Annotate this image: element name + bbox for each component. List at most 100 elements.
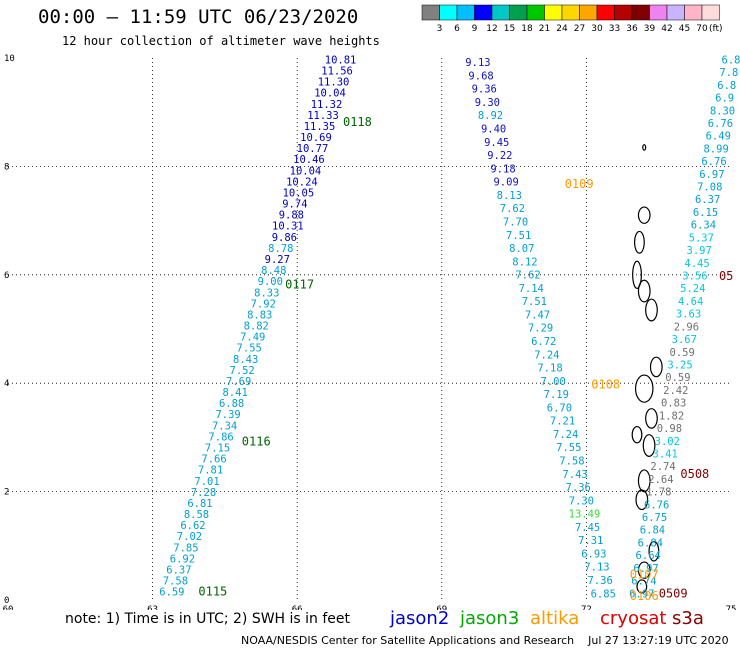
x-tick-label: 66 xyxy=(292,605,303,610)
swh-value: 11.35 xyxy=(304,121,336,133)
swh-value: 6.76 xyxy=(701,156,726,168)
swh-value: 7.18 xyxy=(537,363,562,375)
track-jason2-west: 6.597.586.376.927.857.026.628.586.817.28… xyxy=(159,54,356,598)
swh-value: 4.45 xyxy=(684,258,709,270)
legend-s3a: s3a xyxy=(672,608,704,629)
colorbar-label: 15 xyxy=(504,24,515,34)
swh-value: 8.78 xyxy=(268,243,293,255)
x-tick-label: 75 xyxy=(726,605,737,610)
swh-value: 7.24 xyxy=(534,349,559,361)
swh-value: 3.63 xyxy=(676,309,701,321)
swh-value: 11.32 xyxy=(311,99,343,111)
swh-value: 8.83 xyxy=(247,309,272,321)
island-outline xyxy=(649,356,663,378)
colorbar-label: 12 xyxy=(486,24,497,34)
island-outline xyxy=(637,206,651,224)
x-tick-label: 69 xyxy=(436,605,447,610)
swh-value: 6.81 xyxy=(187,498,212,510)
swh-value: 10.81 xyxy=(325,54,357,66)
pass-label: 0107 xyxy=(630,567,659,581)
swh-value: 7.8 xyxy=(719,67,738,79)
island-outline xyxy=(633,230,645,254)
colorbar-label: 6 xyxy=(454,24,460,34)
swh-value: 6.49 xyxy=(706,131,731,143)
swh-value: 7.62 xyxy=(500,203,525,215)
swh-value: 7.81 xyxy=(198,465,223,477)
swh-value: 7.31 xyxy=(578,535,603,547)
pass-label: 0508 xyxy=(680,467,709,481)
swh-value: 10.24 xyxy=(286,176,318,188)
y-tick-label: 8 xyxy=(4,162,9,172)
swh-value: 10.31 xyxy=(272,221,304,233)
track-east: 6.87.86.86.98.306.766.498.996.766.977.08… xyxy=(629,54,740,600)
coastline xyxy=(631,144,663,594)
swh-value: 7.28 xyxy=(191,487,216,499)
x-tick-label: 63 xyxy=(147,605,158,610)
swh-value: 7.58 xyxy=(163,576,188,588)
altimeter-map: 60 63 66 69 72 7502468106.597.586.376.927.857… xyxy=(3,54,740,610)
pass-label: 0108 xyxy=(591,378,620,392)
colorbar-legend: 3 6 9 12 15 18 21 24 27 30 33 36 39 42 45 70 (ft) xyxy=(421,4,723,34)
swh-value: 8.07 xyxy=(509,243,534,255)
swh-value: 3.41 xyxy=(653,448,678,460)
island-outline xyxy=(635,489,649,511)
swh-value: 8.41 xyxy=(222,387,247,399)
swh-value: 6.8 xyxy=(717,80,736,92)
swh-value: 6.85 xyxy=(591,588,616,600)
swh-value: 10.04 xyxy=(314,88,346,100)
swh-value: 6.88 xyxy=(219,398,244,410)
swh-value: 7.92 xyxy=(251,298,276,310)
colorbar-label: 36 xyxy=(626,24,638,34)
swh-value: 0.59 xyxy=(670,347,695,359)
swh-value: 5.24 xyxy=(680,283,705,295)
swh-value: 6.15 xyxy=(693,207,718,219)
swh-value: 7.39 xyxy=(215,409,240,421)
swh-value: 2.42 xyxy=(663,385,688,397)
swh-value: 7.51 xyxy=(506,230,531,242)
swh-value: 4.64 xyxy=(678,296,703,308)
swh-value: 0.83 xyxy=(661,398,686,410)
swh-value: 8.92 xyxy=(478,110,503,122)
swh-value: 8.30 xyxy=(710,105,735,117)
swh-value: 2.64 xyxy=(648,474,673,486)
swh-value: 9.09 xyxy=(493,177,518,189)
swh-value: 1.82 xyxy=(659,410,684,422)
swh-value: 7.30 xyxy=(569,495,594,507)
swh-value: 7.02 xyxy=(177,531,202,543)
map-subtitle: 12 hour collection of altimeter wave hei… xyxy=(62,34,380,48)
colorbar-label: 24 xyxy=(556,24,568,34)
swh-value: 6.34 xyxy=(691,220,716,232)
swh-value: 7.21 xyxy=(550,416,575,428)
swh-value: 7.51 xyxy=(522,296,547,308)
swh-value: 7.52 xyxy=(230,365,255,377)
colorbar-label: 3 xyxy=(437,24,443,34)
island-outline xyxy=(645,408,658,429)
pass-label: 0118 xyxy=(343,115,372,129)
swh-value: 8.58 xyxy=(184,509,209,521)
swh-value: 9.13 xyxy=(465,57,490,69)
swh-value: 7.62 xyxy=(515,270,540,282)
legend-altika: altika xyxy=(530,608,580,629)
swh-value: 7.13 xyxy=(584,562,609,574)
swh-value: 6.72 xyxy=(531,336,556,348)
swh-value: 8.82 xyxy=(244,321,269,333)
swh-value: 3.97 xyxy=(687,245,712,257)
colorbar-label: 9 xyxy=(472,24,478,34)
swh-value: 6.74 xyxy=(631,576,656,588)
swh-value: 6.76 xyxy=(644,499,669,511)
swh-value: 6.8 xyxy=(722,54,740,66)
swh-value: 7.14 xyxy=(519,283,544,295)
island-outline xyxy=(632,260,642,289)
pass-label: 0115 xyxy=(198,585,227,599)
island-outline xyxy=(648,540,660,562)
swh-value: 10.04 xyxy=(290,165,322,177)
swh-value: 0.98 xyxy=(657,423,682,435)
swh-value: 6.84 xyxy=(638,537,663,549)
swh-value: 8.48 xyxy=(261,265,286,277)
swh-value: 11.33 xyxy=(307,110,339,122)
swh-value: 2.96 xyxy=(674,321,699,333)
swh-value: 5.37 xyxy=(689,232,714,244)
swh-value: 9.27 xyxy=(265,254,290,266)
swh-value: 7.55 xyxy=(556,442,581,454)
pass-label: 0509 xyxy=(659,586,688,600)
